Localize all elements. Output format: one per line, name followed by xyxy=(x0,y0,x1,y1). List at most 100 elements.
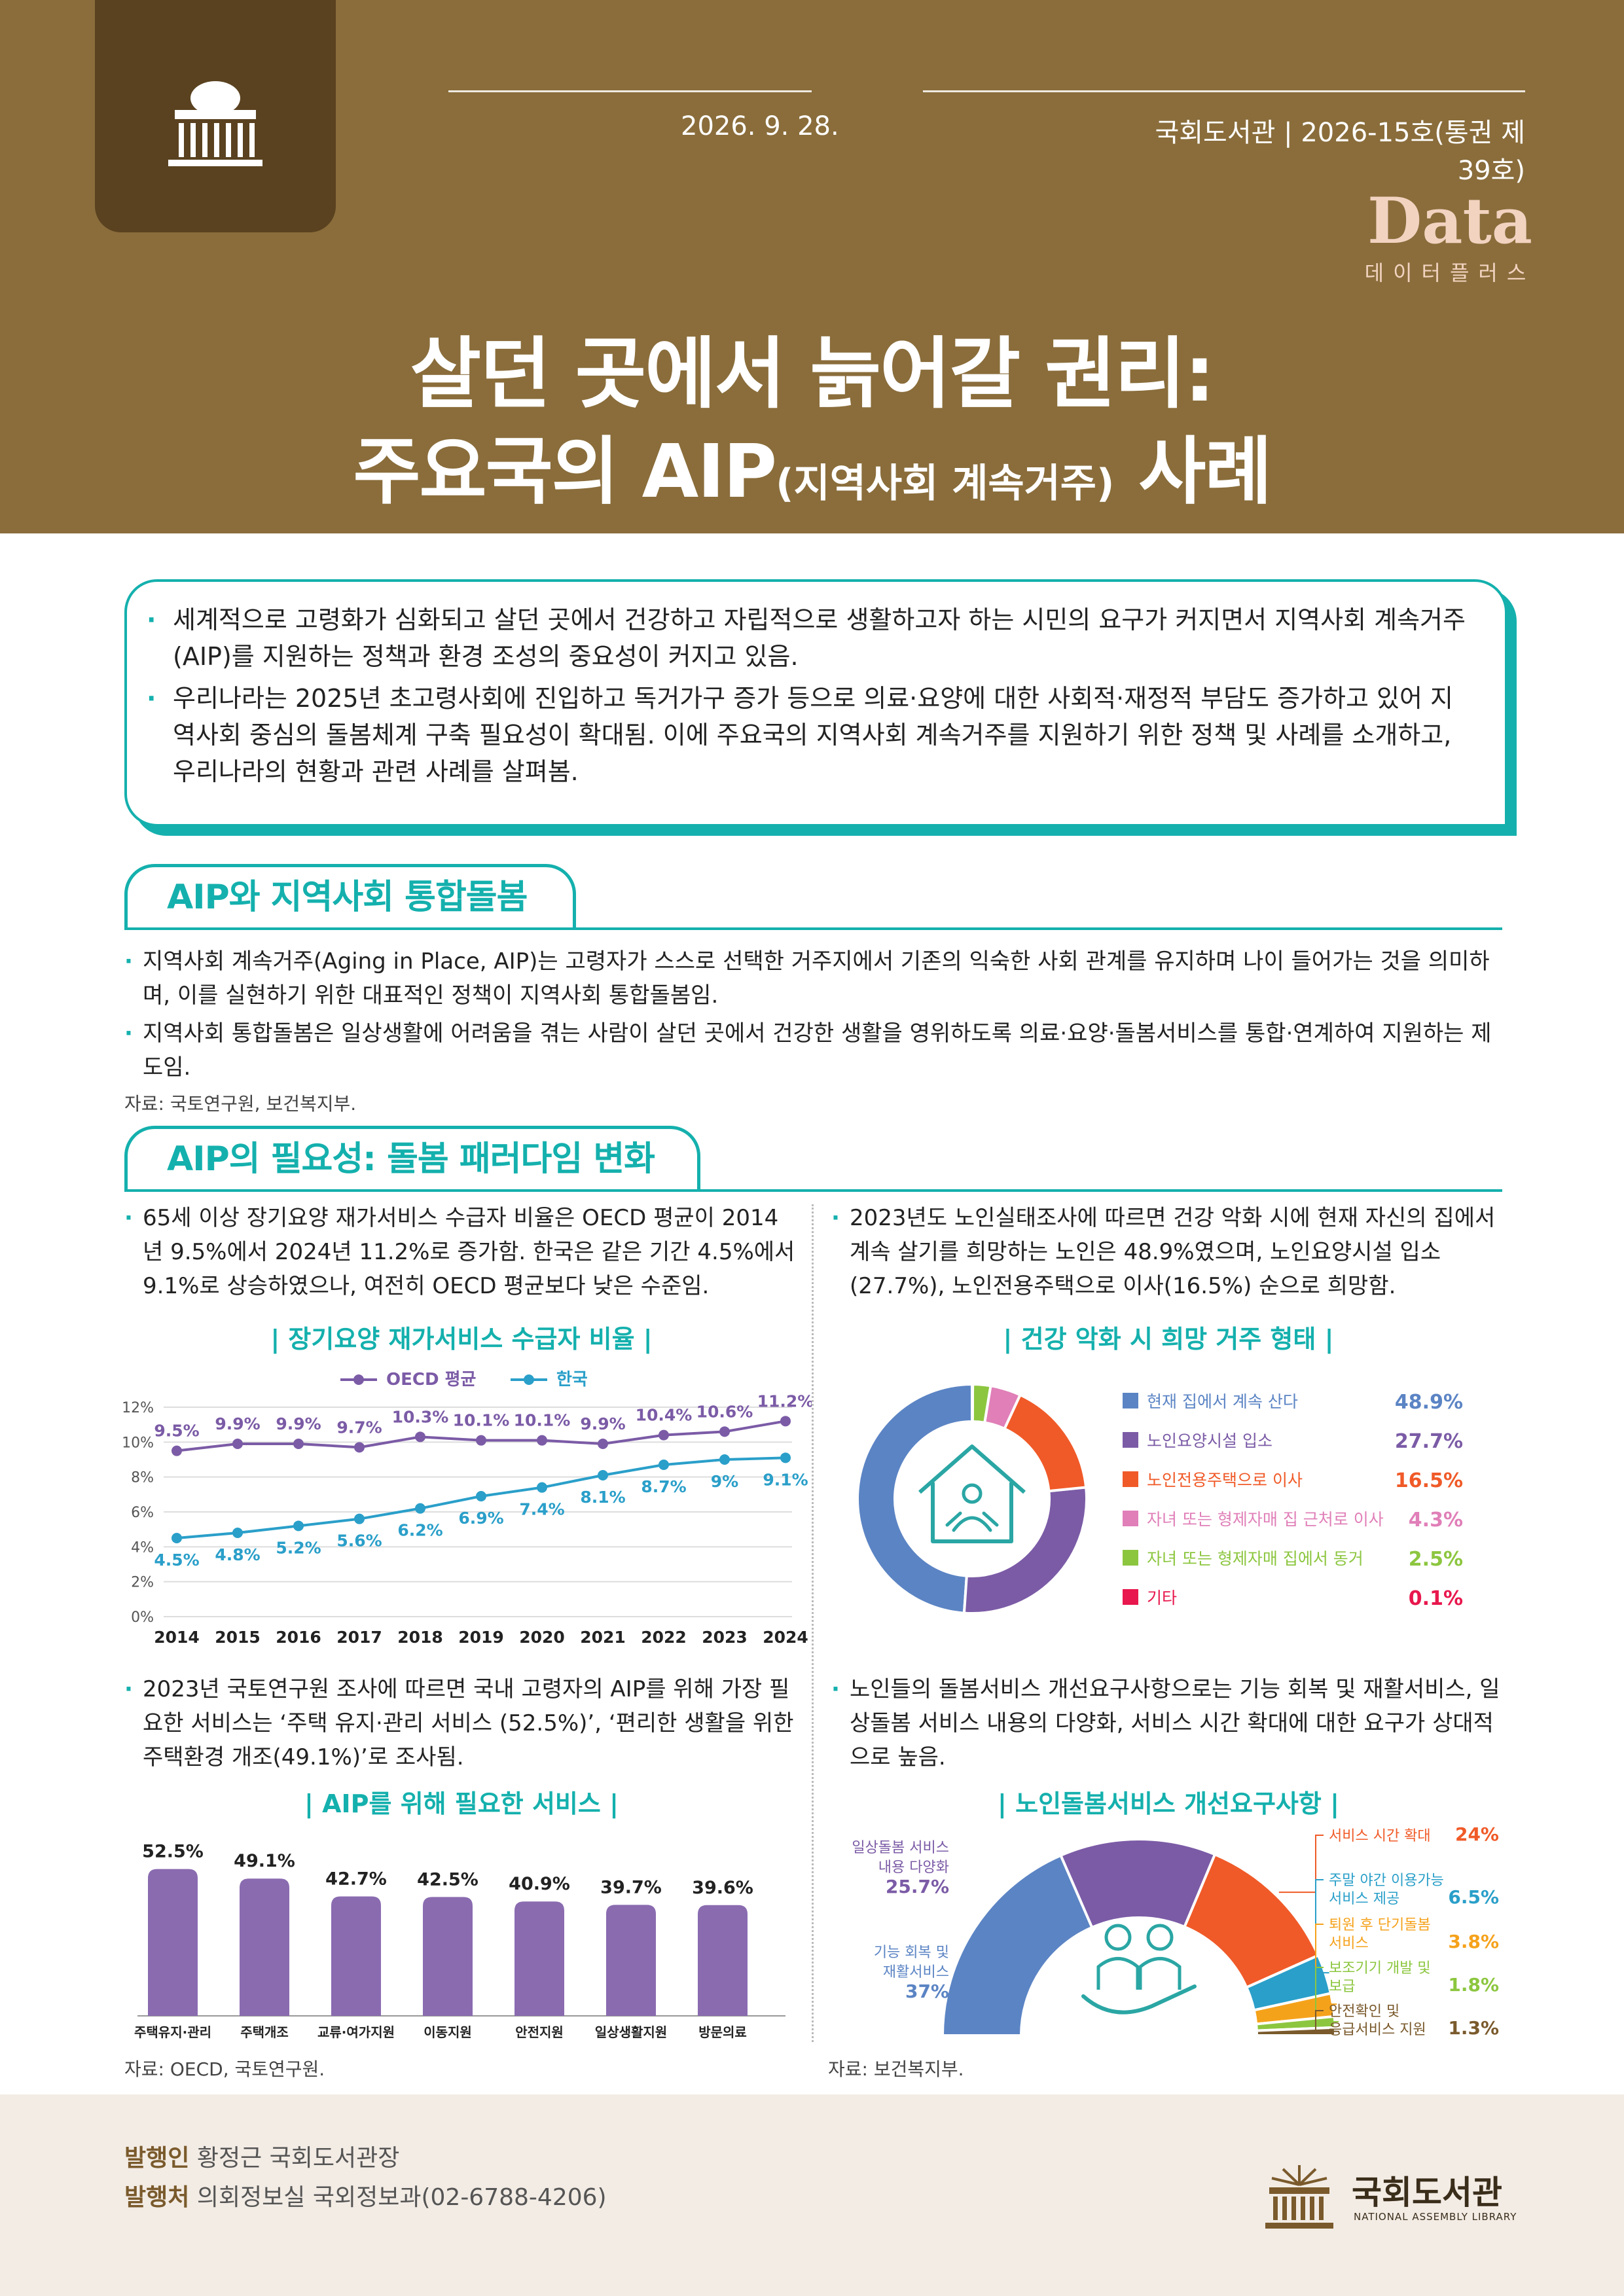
left-top-text: 65세 이상 장기요양 재가서비스 수급자 비율은 OECD 평균이 2014년… xyxy=(124,1201,799,1307)
section-title: AIP의 필요성: 돌봄 패러다임 변화 xyxy=(167,1139,655,1179)
korea-data-label: 4.8% xyxy=(215,1545,260,1564)
oecd-point xyxy=(232,1439,243,1449)
korea-data-label: 9.1% xyxy=(763,1470,808,1489)
x-tick-label: 2024 xyxy=(763,1628,808,1647)
oecd-data-label: 10.1% xyxy=(453,1411,510,1430)
oecd-data-label: 9.9% xyxy=(580,1414,625,1433)
legend-value: 2.5% xyxy=(1409,1548,1463,1571)
bar-value-label: 39.7% xyxy=(600,1877,662,1897)
section1-list: 지역사회 계속거주(Aging in Place, AIP)는 고령자가 스스로… xyxy=(124,944,1502,1085)
legend-label: 기타 xyxy=(1147,1588,1177,1607)
slice-label: 보급 xyxy=(1329,1979,1355,1995)
x-tick-label: 2020 xyxy=(519,1628,565,1647)
right-top-text: 2023년도 노인실태조사에 따르면 건강 악화 시에 현재 자신의 집에서 계… xyxy=(831,1201,1506,1307)
slice-label: 보조기기 개발 및 xyxy=(1329,1960,1431,1977)
y-tick-label: 12% xyxy=(122,1400,154,1416)
y-tick-label: 6% xyxy=(131,1505,154,1521)
slice-value: 37% xyxy=(905,1981,949,2002)
legend-marker xyxy=(524,1374,534,1385)
legend-value: 0.1% xyxy=(1409,1587,1463,1610)
org-name-en: NATIONAL ASSEMBLY LIBRARY xyxy=(1354,2211,1517,2223)
donut-slice xyxy=(971,1382,975,1424)
donut-slice xyxy=(856,1382,973,1615)
legend-label: 노인전용주택으로 이사 xyxy=(1147,1471,1303,1490)
legend-label: 노인요양시설 입소 xyxy=(1147,1431,1272,1450)
x-tick-label: 2016 xyxy=(276,1628,321,1647)
korea-data-label: 6.9% xyxy=(458,1509,503,1528)
korea-data-label: 9% xyxy=(711,1472,738,1491)
y-tick-label: 0% xyxy=(131,1609,154,1626)
y-tick-label: 4% xyxy=(131,1539,154,1556)
section1-item: 지역사회 통합돌봄은 일상생활에 어려움을 겪는 사람이 살던 곳에서 건강한 … xyxy=(124,1016,1502,1085)
residence-donut-chart: 현재 집에서 계속 산다 48.9% 노인요양시설 입소 27.7% 노인전용주택으로 … xyxy=(856,1382,1463,1615)
bar xyxy=(423,1897,473,2016)
library-logo-icon xyxy=(1265,2165,1333,2229)
oecd-data-label: 9.5% xyxy=(154,1422,199,1441)
brand-sub: 데이터플러스 xyxy=(1364,260,1536,285)
left-top-item: 65세 이상 장기요양 재가서비스 수급자 비율은 OECD 평균이 2014년… xyxy=(124,1201,799,1303)
left-bottom-text: 2023년 국토연구원 조사에 따르면 국내 고령자의 AIP를 위해 가장 필… xyxy=(124,1672,799,1778)
hand-icon xyxy=(1081,1984,1197,2015)
korea-data-label: 8.1% xyxy=(580,1488,625,1507)
bar xyxy=(606,1905,656,2016)
bar-category-label: 방문의료 xyxy=(698,2024,747,2040)
publisher-label: 발행인 xyxy=(124,2145,190,2172)
korea-point xyxy=(171,1533,182,1543)
oecd-data-label: 9.7% xyxy=(336,1418,382,1437)
bar-category-label: 주택유지·관리 xyxy=(134,2024,211,2040)
office-line: 발행처 의회정보실 국외정보과(02-6788-4206) xyxy=(124,2178,607,2212)
brand-logo: Data 데이터플러스 xyxy=(1355,190,1545,287)
right-bottom-item: 노인들의 돌봄서비스 개선요구사항으로는 기능 회복 및 재활서비스, 일상돌봄… xyxy=(831,1672,1506,1774)
legend-marker xyxy=(353,1374,364,1385)
slice-value: 24% xyxy=(1455,1823,1499,1845)
person-icon xyxy=(1146,1924,1174,1951)
bar-value-label: 39.6% xyxy=(692,1878,753,1898)
section-rule xyxy=(124,927,1502,930)
bar xyxy=(698,1905,748,2016)
office-name: 의회정보실 국외정보과(02-6788-4206) xyxy=(189,2184,607,2211)
slice-value: 1.3% xyxy=(1448,2017,1499,2039)
legend-swatch xyxy=(1123,1471,1138,1487)
donut-chart-title: | 건강 악화 시 희망 거주 형태 | xyxy=(1003,1325,1334,1354)
left-source: 자료: OECD, 국토연구원. xyxy=(124,2058,325,2080)
slice-label: 재활서비스 xyxy=(883,1964,949,1981)
slice-label: 일상돌봄 서비스 xyxy=(852,1840,949,1856)
line-chart: 0% 2% 4% 6% 8% 10% 12% 2014 2015 2016 2017 2018 2019… xyxy=(122,1370,812,1647)
donut-slice xyxy=(962,1486,1088,1615)
section-heading-tab: AIP와 지역사회 통합돌봄 xyxy=(124,864,576,927)
donut-slice xyxy=(983,1384,1022,1431)
slice-value: 6.5% xyxy=(1448,1886,1499,1908)
oecd-data-label: 11.2% xyxy=(757,1391,812,1410)
section1-source: 자료: 국토연구원, 보건복지부. xyxy=(124,1093,357,1115)
footer: 발행인 황정근 국회도서관장 발행처 의회정보실 국외정보과(02-6788-4… xyxy=(0,2094,1624,2296)
person-head-icon xyxy=(962,1483,983,1504)
oecd-data-label: 9.9% xyxy=(215,1414,260,1433)
korea-data-label: 4.5% xyxy=(154,1551,199,1570)
oecd-point xyxy=(780,1416,791,1427)
publisher-line: 발행인 황정근 국회도서관장 xyxy=(124,2139,399,2173)
people-body-icon xyxy=(1096,1957,1182,1990)
bar-category-label: 주택개조 xyxy=(240,2024,289,2040)
header-rule-right xyxy=(923,90,1525,92)
korea-point xyxy=(476,1491,486,1501)
bar-category-label: 교류·여가지원 xyxy=(317,2024,395,2040)
oecd-point xyxy=(354,1442,365,1453)
slice-label: 기능 회복 및 xyxy=(874,1945,949,1961)
slice-label: 응급서비스 지원 xyxy=(1329,2022,1426,2038)
summary-box: 세계적으로 고령화가 심화되고 살던 곳에서 건강하고 자립적으로 생활하고자 … xyxy=(124,579,1507,827)
oecd-point xyxy=(598,1439,608,1449)
oecd-data-label: 10.1% xyxy=(514,1411,571,1430)
bar-category-label: 일상생활지원 xyxy=(595,2024,667,2040)
legend-value: 16.5% xyxy=(1395,1469,1463,1492)
bar-category-label: 안전지원 xyxy=(515,2024,564,2040)
oecd-point xyxy=(171,1445,182,1456)
bar-chart-title: | AIP를 위해 필요한 서비스 | xyxy=(304,1789,619,1818)
section-aip-necessity: AIP의 필요성: 돌봄 패러다임 변화 xyxy=(124,1126,1502,1192)
person-icon xyxy=(1104,1924,1132,1951)
legend-value: 27.7% xyxy=(1395,1430,1463,1453)
legend-value: 4.3% xyxy=(1409,1509,1463,1532)
slice-value: 3.8% xyxy=(1448,1931,1499,1952)
right-top-item: 2023년도 노인실태조사에 따르면 건강 악화 시에 현재 자신의 집에서 계… xyxy=(831,1201,1506,1303)
halfdonut-chart-title: | 노인돌봄서비스 개선요구사항 | xyxy=(998,1789,1339,1818)
